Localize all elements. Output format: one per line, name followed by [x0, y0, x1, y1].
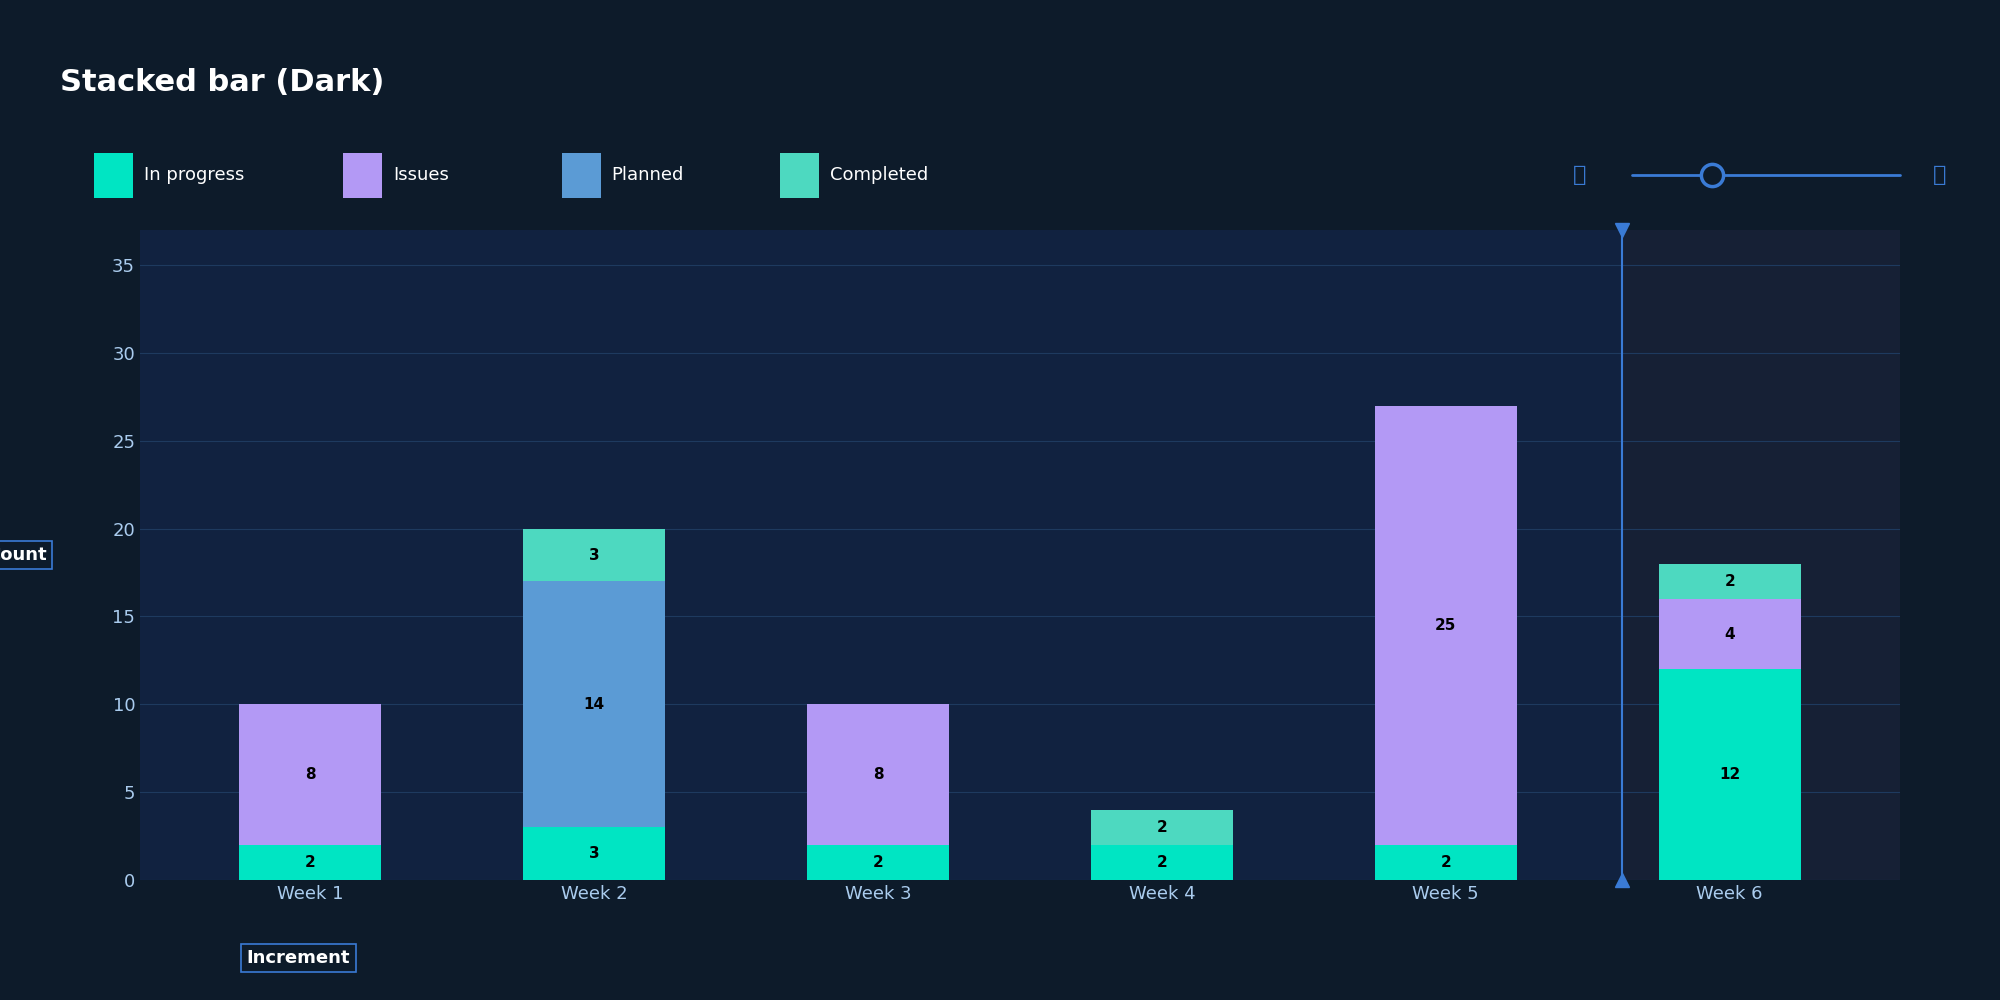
Bar	[1090, 810, 1232, 845]
Bar	[1622, 230, 2000, 880]
Text: 🔍: 🔍	[1934, 165, 1946, 185]
Bar	[1374, 845, 1516, 880]
Bar	[808, 845, 950, 880]
Text: 12: 12	[1720, 767, 1740, 782]
Bar	[1658, 599, 1800, 669]
Bar	[1658, 564, 1800, 599]
Bar	[562, 152, 600, 198]
Bar	[1090, 845, 1232, 880]
Bar	[524, 581, 666, 827]
Bar	[524, 529, 666, 581]
Text: Stacked bar (Dark): Stacked bar (Dark)	[60, 68, 384, 97]
Text: 25: 25	[1436, 618, 1456, 633]
Text: 2: 2	[1724, 574, 1736, 589]
Text: 2: 2	[304, 855, 316, 870]
Text: 2: 2	[872, 855, 884, 870]
Text: In progress: In progress	[144, 166, 244, 184]
Text: 8: 8	[306, 767, 316, 782]
Text: 3: 3	[588, 846, 600, 861]
Text: 🔍: 🔍	[1574, 165, 1586, 185]
Text: 8: 8	[872, 767, 884, 782]
Bar	[524, 827, 666, 880]
Bar	[240, 704, 382, 845]
Bar	[808, 704, 950, 845]
Text: 4: 4	[1724, 627, 1734, 642]
Text: 2: 2	[1156, 820, 1168, 835]
Text: Count: Count	[0, 546, 46, 564]
Text: 3: 3	[588, 548, 600, 562]
Bar	[344, 152, 382, 198]
Text: Completed: Completed	[830, 166, 928, 184]
Text: Issues: Issues	[394, 166, 448, 184]
Bar	[94, 152, 132, 198]
Text: Planned: Planned	[612, 166, 684, 184]
Bar	[1374, 406, 1516, 845]
Bar	[240, 845, 382, 880]
Text: Increment: Increment	[246, 949, 350, 967]
Text: 2: 2	[1440, 855, 1452, 870]
Text: 14: 14	[584, 697, 604, 712]
Bar	[780, 152, 820, 198]
Text: 2: 2	[1156, 855, 1168, 870]
Bar	[1658, 669, 1800, 880]
